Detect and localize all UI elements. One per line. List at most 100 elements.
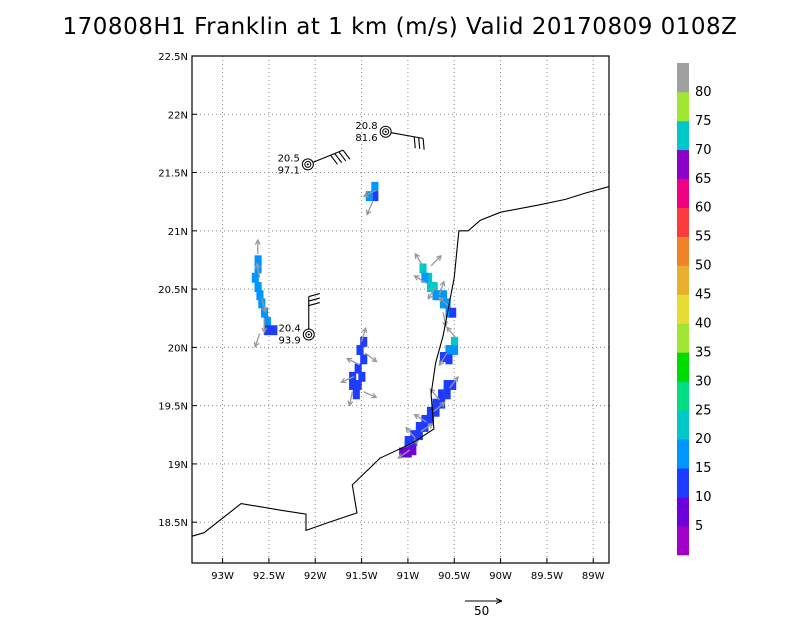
- wind-barb-flag: [422, 138, 425, 150]
- wind-arrowhead: [365, 209, 372, 216]
- wind-arrowhead: [254, 262, 261, 269]
- wind-cell: [352, 389, 360, 400]
- wind-cell: [365, 191, 373, 202]
- wind-cell: [443, 380, 451, 390]
- wind-cell: [421, 421, 429, 432]
- wind-barb-flag: [330, 154, 338, 165]
- lon-tick-label: 92.5W: [253, 571, 285, 582]
- wind-cell: [443, 389, 451, 400]
- colorbar-swatch: [677, 91, 689, 122]
- lat-tick-label: 20N: [168, 343, 188, 354]
- wind-barb-flag: [418, 137, 421, 149]
- wind-arrow: [438, 281, 445, 296]
- lon-tick-label: 90.5W: [438, 571, 470, 582]
- wind-cell: [399, 447, 407, 458]
- wind-arrowhead: [413, 439, 420, 445]
- storm-ring-inner: [382, 128, 390, 136]
- colorbar-swatch: [677, 178, 689, 209]
- colorbar-tick-label: 55: [695, 230, 712, 245]
- wind-cell: [425, 272, 433, 283]
- wind-barb-flag: [338, 151, 347, 162]
- wind-cell: [354, 380, 362, 390]
- colorbar-swatch: [677, 352, 689, 382]
- wind-barb-staff: [312, 149, 344, 163]
- wind-cell: [360, 336, 368, 347]
- lon-tick-label: 89W: [582, 571, 605, 582]
- wind-arrowhead: [253, 341, 260, 348]
- wind-arrowhead: [438, 360, 445, 367]
- plot-title: 170808H1 Franklin at 1 km (m/s) Valid 20…: [62, 14, 738, 40]
- storm-center: 20.881.6: [355, 121, 425, 150]
- storm-label-top: 20.4: [278, 324, 300, 335]
- lon-tick-label: 89.5W: [531, 571, 563, 582]
- wind-cell: [451, 336, 459, 347]
- wind-arrowhead: [371, 392, 378, 399]
- wind-arrowhead: [347, 400, 354, 407]
- colorbar-swatch: [677, 63, 689, 93]
- lon-tick-label: 93W: [211, 571, 234, 582]
- colorbar-tick-label: 10: [695, 490, 712, 505]
- coastline-path: [191, 186, 610, 537]
- colorbar-swatch: [677, 526, 689, 556]
- colorbar: 5 10 15 20 25 30 35 40 45 50 55 60 65 70 75 80: [677, 63, 712, 556]
- wind-barb-flag: [413, 136, 416, 149]
- wind-arrow: [430, 255, 442, 267]
- lon-tick-label: 92W: [304, 571, 327, 582]
- wind-cell: [426, 406, 434, 417]
- wind-cell: [409, 445, 417, 456]
- colorbar-swatch: [677, 410, 689, 440]
- wind-cell: [426, 414, 434, 425]
- colorbar-tick-label: 30: [695, 374, 712, 389]
- lat-tick-label: 18.5N: [158, 518, 188, 529]
- storm-label-bottom: 81.6: [355, 133, 377, 144]
- wind-arrowhead: [427, 293, 433, 300]
- wind-arrowhead: [362, 191, 369, 198]
- wind-arrowhead: [414, 252, 420, 259]
- storm-ring-inner: [304, 160, 312, 168]
- wind-arrow: [405, 427, 416, 439]
- colorbar-tick-label: 20: [695, 432, 712, 447]
- colorbar-swatch: [677, 439, 689, 469]
- colorbar-swatch: [677, 468, 689, 498]
- wind-arrowhead: [437, 296, 445, 303]
- colorbar-swatch: [677, 120, 689, 151]
- wind-cell: [451, 345, 459, 355]
- wind-arrowhead: [446, 326, 452, 333]
- colorbar-tick-label: 65: [695, 172, 712, 187]
- wind-arrow: [438, 296, 451, 308]
- wind-arrow: [260, 298, 267, 313]
- wind-arrowhead: [442, 321, 448, 328]
- colorbar-tick-label: 80: [695, 85, 712, 100]
- wind-barb-flag: [308, 293, 320, 298]
- wind-arrowhead: [453, 375, 459, 383]
- colorbar-tick-label: 15: [695, 461, 712, 476]
- storm-center: 20.597.1: [278, 149, 351, 176]
- wind-cell: [421, 272, 429, 283]
- wind-cell: [439, 298, 447, 309]
- colorbar-tick-label: 60: [695, 201, 712, 216]
- wind-arrow: [420, 423, 434, 432]
- wind-arrow: [254, 333, 261, 347]
- colorbar-tick-label: 35: [695, 345, 712, 360]
- wind-arrow: [414, 414, 427, 423]
- colorbar-tick-label: 5: [695, 519, 703, 534]
- wind-arrowhead: [405, 426, 412, 433]
- colorbar-tick-label: 40: [695, 316, 712, 331]
- wind-arrow: [449, 376, 459, 389]
- colorbar-swatch: [677, 207, 689, 237]
- wind-arrow: [256, 263, 261, 278]
- lat-lon-grid: [192, 55, 609, 563]
- wind-cell: [371, 181, 379, 192]
- wind-cell: [449, 307, 457, 318]
- lat-tick-label: 22N: [168, 110, 188, 121]
- wind-arrowhead: [439, 401, 446, 408]
- wind-arrowhead: [254, 238, 261, 245]
- wind-arrow: [348, 391, 353, 406]
- wind-cell: [254, 255, 262, 266]
- wind-cell: [445, 307, 453, 318]
- wind-cell: [410, 435, 418, 446]
- wind-cell: [436, 290, 444, 301]
- wind-barb-flag: [342, 149, 351, 160]
- wind-arrow: [446, 327, 457, 339]
